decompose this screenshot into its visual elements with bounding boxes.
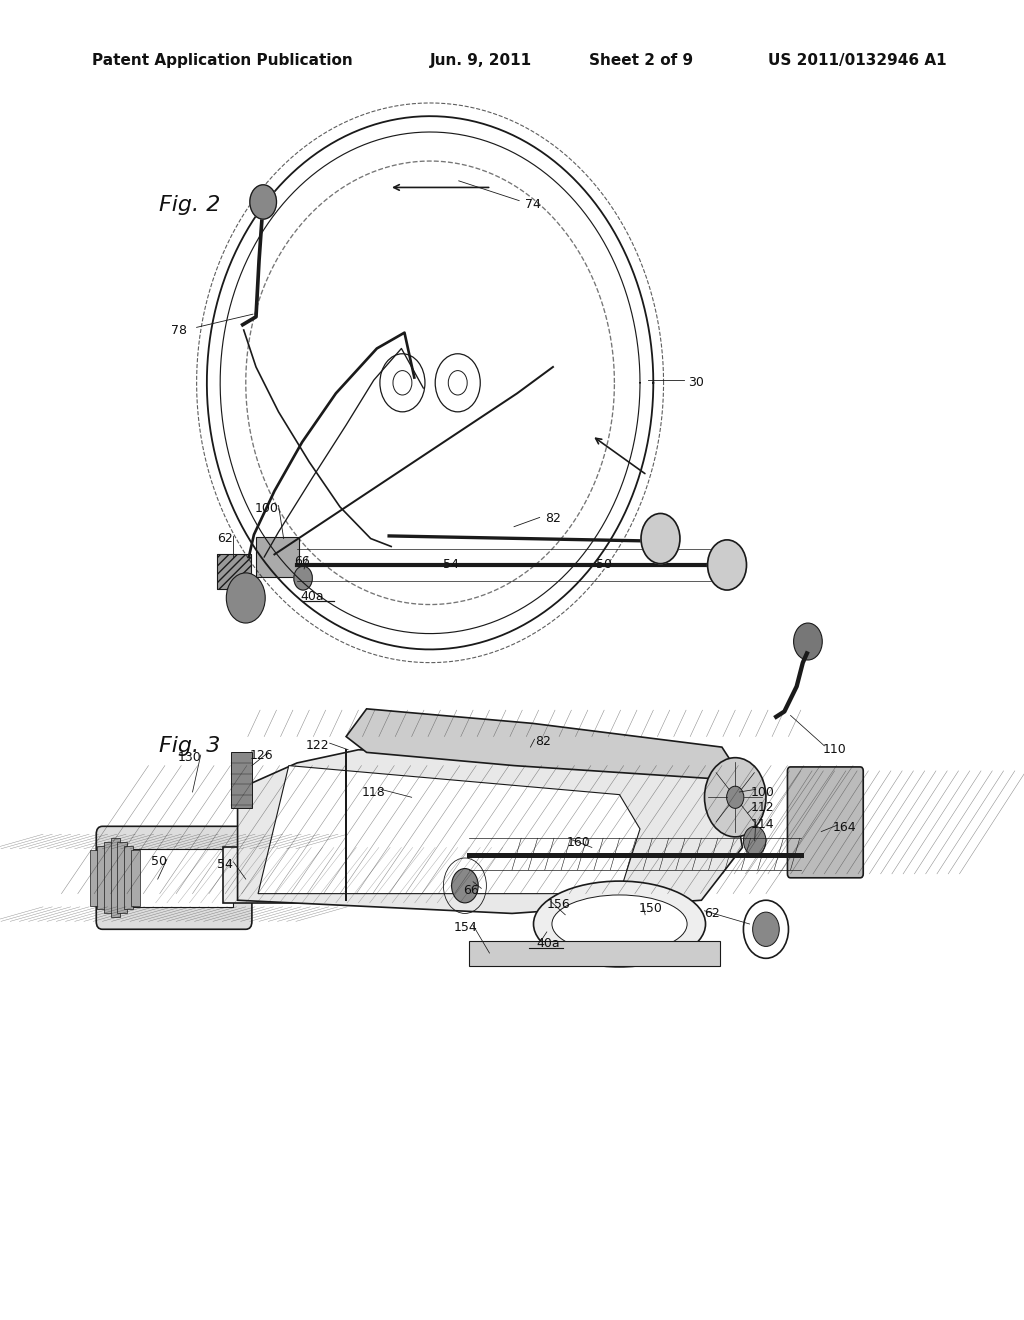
- Text: 110: 110: [822, 743, 847, 756]
- Text: 78: 78: [171, 323, 187, 337]
- Text: 118: 118: [361, 785, 386, 799]
- Circle shape: [743, 826, 766, 855]
- Text: Fig. 3: Fig. 3: [159, 735, 220, 756]
- Bar: [90, 850, 99, 906]
- Bar: [223, 847, 334, 903]
- Text: 156: 156: [546, 898, 570, 911]
- Text: 114: 114: [751, 818, 775, 832]
- Bar: [256, 537, 299, 577]
- Text: 40a: 40a: [300, 590, 325, 603]
- Bar: [111, 838, 120, 917]
- Text: 74: 74: [524, 198, 541, 211]
- Text: 62: 62: [703, 907, 720, 920]
- Bar: [217, 554, 251, 589]
- Circle shape: [727, 787, 743, 808]
- Text: 164: 164: [833, 821, 857, 834]
- Text: 100: 100: [254, 502, 279, 515]
- Text: 82: 82: [535, 735, 551, 748]
- Circle shape: [794, 623, 822, 660]
- Text: Jun. 9, 2011: Jun. 9, 2011: [430, 53, 532, 69]
- Circle shape: [705, 758, 766, 837]
- FancyBboxPatch shape: [787, 767, 863, 878]
- Bar: [217, 554, 251, 589]
- Bar: [231, 752, 252, 808]
- Circle shape: [294, 566, 312, 590]
- Ellipse shape: [534, 882, 706, 966]
- Text: 82: 82: [545, 512, 561, 525]
- Text: 66: 66: [463, 884, 479, 898]
- Bar: [118, 842, 127, 913]
- Text: 126: 126: [249, 748, 273, 762]
- Text: 122: 122: [305, 739, 330, 752]
- Bar: [131, 850, 140, 906]
- Text: 130: 130: [177, 751, 202, 764]
- Bar: [97, 846, 106, 909]
- Text: 112: 112: [751, 801, 775, 814]
- Circle shape: [753, 912, 779, 946]
- Text: 150: 150: [638, 902, 663, 915]
- Circle shape: [250, 185, 276, 219]
- Circle shape: [452, 869, 478, 903]
- Polygon shape: [238, 750, 742, 913]
- Text: 154: 154: [454, 921, 478, 935]
- Text: 54: 54: [442, 558, 459, 572]
- FancyBboxPatch shape: [96, 826, 252, 929]
- Bar: [469, 941, 720, 966]
- Bar: [103, 842, 113, 913]
- Text: 40a: 40a: [536, 937, 560, 950]
- Text: 66: 66: [294, 554, 310, 568]
- Text: Sheet 2 of 9: Sheet 2 of 9: [589, 53, 693, 69]
- Text: 30: 30: [688, 376, 705, 389]
- Polygon shape: [346, 709, 732, 779]
- Ellipse shape: [552, 895, 687, 953]
- Text: 50: 50: [596, 558, 612, 572]
- Circle shape: [226, 573, 265, 623]
- Text: 160: 160: [566, 836, 591, 849]
- Text: 54: 54: [217, 858, 233, 871]
- Text: 100: 100: [751, 785, 775, 799]
- Text: 62: 62: [217, 532, 233, 545]
- Circle shape: [641, 513, 680, 564]
- Text: US 2011/0132946 A1: US 2011/0132946 A1: [768, 53, 946, 69]
- Bar: [124, 846, 133, 909]
- Bar: [125, 849, 233, 907]
- Circle shape: [708, 540, 746, 590]
- Text: Fig. 2: Fig. 2: [159, 194, 220, 215]
- Polygon shape: [258, 766, 640, 894]
- Text: Patent Application Publication: Patent Application Publication: [92, 53, 353, 69]
- Text: 50: 50: [151, 855, 167, 869]
